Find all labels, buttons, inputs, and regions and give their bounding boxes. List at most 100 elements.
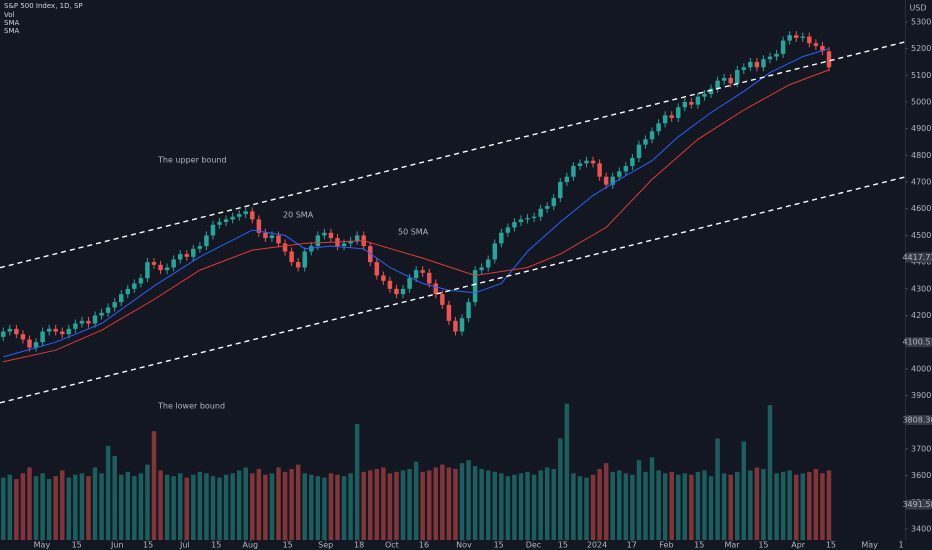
volume-bar	[748, 470, 753, 540]
x-tick-label: Jul	[179, 541, 190, 550]
y-tick-label: 5000.00	[911, 97, 932, 106]
x-tick-label: May	[34, 541, 51, 550]
volume-bar	[341, 476, 347, 540]
candle-body	[328, 232, 334, 239]
x-tick-label: 15	[211, 541, 221, 550]
volume-bar	[669, 471, 674, 540]
candle-body	[433, 283, 439, 295]
candle-body	[86, 320, 91, 324]
candle-body	[597, 163, 602, 177]
candle-body	[603, 176, 609, 185]
y-tick-label: 4300.00	[911, 284, 932, 293]
volume-bar	[66, 477, 72, 540]
legend-entry: SMA	[4, 27, 19, 35]
volume-bar	[820, 473, 825, 540]
candle-body	[322, 232, 327, 236]
candle-body	[472, 270, 478, 303]
candle-body	[702, 93, 707, 97]
price-tag-label: 3491.58	[902, 500, 932, 509]
candle-body	[177, 254, 183, 260]
candle-body	[276, 235, 281, 244]
y-tick-label: 3600.00	[911, 471, 932, 480]
candle-body	[584, 160, 589, 164]
candle-body	[715, 80, 720, 89]
volume-bar	[348, 473, 353, 540]
candle-body	[151, 262, 157, 265]
volume-bar	[636, 460, 642, 540]
x-tick-label: 2024	[587, 541, 607, 550]
trend-line	[0, 41, 906, 269]
candle-body	[204, 235, 209, 247]
x-tick-label: 16	[419, 541, 429, 550]
candle-body	[315, 235, 321, 247]
candle-body	[551, 198, 556, 207]
volume-bar	[826, 470, 832, 540]
candle-body	[636, 144, 642, 159]
currency: USD	[909, 4, 926, 13]
candle-body	[820, 45, 825, 52]
volume-bar	[551, 468, 556, 540]
candle-body	[662, 115, 668, 124]
volume-bar	[210, 476, 216, 540]
candle-body	[105, 307, 111, 313]
candle-body	[518, 219, 524, 223]
candle-body	[295, 262, 301, 268]
volume-bar	[787, 470, 792, 540]
candle-body	[813, 43, 819, 46]
volume-bar	[735, 471, 740, 540]
candle-body	[223, 219, 229, 223]
volume-bar	[7, 474, 13, 540]
volume-bar	[309, 474, 314, 540]
candle-body	[394, 288, 399, 295]
x-tick-label: 15	[143, 541, 153, 550]
y-tick-label: 5300.00	[911, 17, 932, 26]
candle-body	[269, 235, 275, 239]
candle-body	[676, 107, 681, 118]
candle-body	[577, 163, 583, 167]
candle-body	[158, 264, 163, 271]
x-tick-label: 15	[494, 541, 504, 550]
volume-bar	[656, 470, 661, 540]
price-tag	[906, 415, 932, 426]
y-tick-label: 4000.00	[911, 364, 932, 373]
x-tick-label: May	[861, 541, 878, 550]
candle-body	[420, 270, 425, 273]
volume-bar	[525, 471, 530, 540]
volume-bar	[354, 424, 360, 540]
candle-body	[217, 222, 222, 225]
volume-bar	[440, 464, 445, 540]
y-tick-label: 3400.00	[911, 525, 932, 534]
candle-body	[571, 166, 576, 177]
volume-bar	[715, 438, 720, 540]
volume-bar	[446, 467, 452, 540]
candle-body	[20, 334, 26, 340]
candle-body	[735, 69, 740, 84]
volume-bar	[20, 473, 26, 540]
volume-bar	[544, 467, 550, 540]
candle-body	[309, 246, 314, 252]
y-tick-label: 4200.00	[911, 311, 932, 320]
volume-bar	[14, 479, 19, 540]
candle-body	[138, 278, 144, 284]
y-tick-label: 4600.00	[911, 204, 932, 213]
volume-bar	[282, 471, 288, 540]
candle-body	[708, 88, 714, 94]
volume-bar	[689, 474, 694, 540]
volume-bar	[73, 474, 78, 540]
x-tick-label: Jun	[110, 541, 124, 550]
volume-bar	[427, 470, 432, 540]
x-tick-label: 15	[283, 541, 293, 550]
x-tick-label: 1	[899, 541, 904, 550]
candle-body	[479, 267, 484, 271]
volume-bar	[538, 470, 543, 540]
volume-bar	[374, 468, 380, 540]
volume-bar	[479, 468, 484, 540]
y-tick-label: 5200.00	[911, 44, 932, 53]
x-tick-label: Nov	[456, 541, 472, 550]
volume-bar	[197, 471, 203, 540]
candle-body	[695, 96, 701, 105]
candle-body	[669, 115, 674, 118]
volume-bar	[459, 463, 465, 540]
volume-bar	[780, 471, 786, 540]
volume-bar	[571, 473, 576, 540]
